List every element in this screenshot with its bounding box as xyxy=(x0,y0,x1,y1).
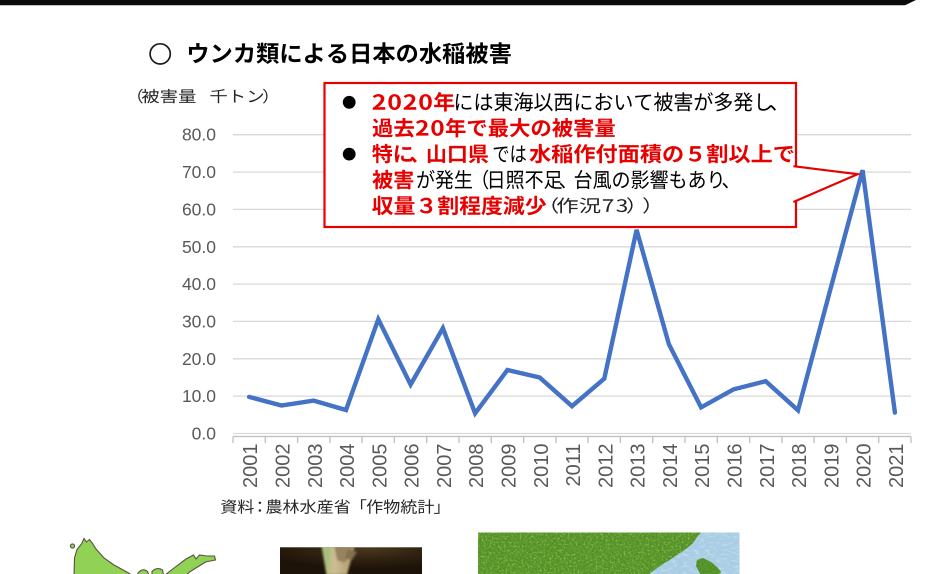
svg-text:10.0: 10.0 xyxy=(182,386,216,406)
svg-text:2007: 2007 xyxy=(434,444,456,489)
svg-text:2021: 2021 xyxy=(886,444,908,489)
svg-text:2009: 2009 xyxy=(499,444,521,489)
svg-text:2001: 2001 xyxy=(240,444,262,489)
svg-text:60.0: 60.0 xyxy=(182,199,216,219)
svg-text:2017: 2017 xyxy=(757,444,779,489)
svg-text:2004: 2004 xyxy=(337,444,359,489)
svg-text:80.0: 80.0 xyxy=(182,125,216,145)
svg-text:2020: 2020 xyxy=(854,444,876,489)
svg-text:40.0: 40.0 xyxy=(182,274,216,294)
svg-text:2002: 2002 xyxy=(273,444,295,489)
svg-text:20.0: 20.0 xyxy=(182,349,216,369)
svg-text:2013: 2013 xyxy=(628,444,650,489)
svg-text:2012: 2012 xyxy=(595,444,617,489)
svg-text:2019: 2019 xyxy=(821,444,843,489)
svg-text:30.0: 30.0 xyxy=(182,311,216,331)
svg-text:2006: 2006 xyxy=(402,444,424,489)
svg-text:2016: 2016 xyxy=(725,444,747,489)
svg-text:50.0: 50.0 xyxy=(182,237,216,257)
svg-text:2003: 2003 xyxy=(305,444,327,489)
svg-text:2015: 2015 xyxy=(692,444,714,489)
svg-text:0.0: 0.0 xyxy=(192,424,217,444)
svg-text:2010: 2010 xyxy=(531,444,553,489)
svg-text:2008: 2008 xyxy=(466,443,488,488)
svg-text:70.0: 70.0 xyxy=(182,162,216,182)
svg-text:2014: 2014 xyxy=(660,444,682,489)
svg-text:2011: 2011 xyxy=(563,444,585,487)
svg-text:2005: 2005 xyxy=(369,444,391,489)
svg-text:2018: 2018 xyxy=(789,444,811,489)
